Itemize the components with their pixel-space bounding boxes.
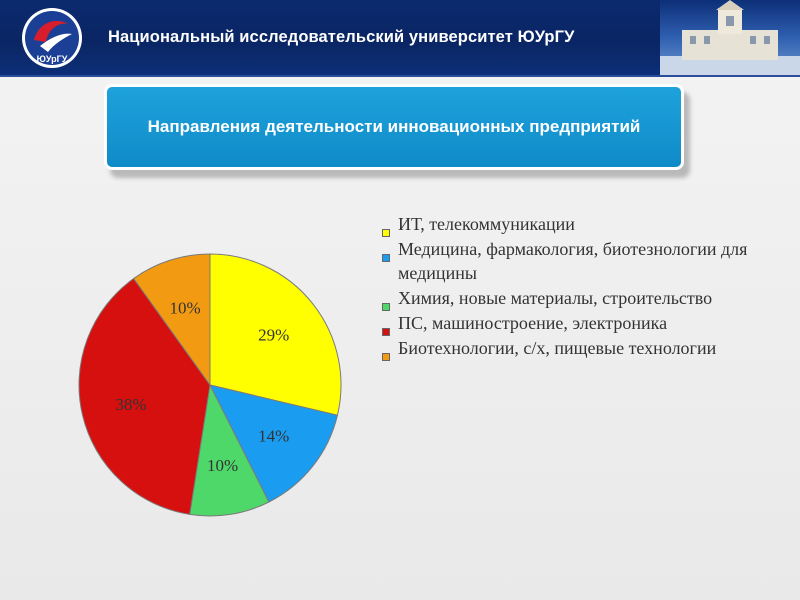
legend-item-2: Медицина, фармакология, биотезнологии дл… — [380, 237, 780, 285]
slice-label-3: 10% — [207, 456, 238, 475]
legend-swatch-2 — [382, 254, 390, 262]
pie-slice-2 — [209, 384, 339, 503]
header-bar: ЮУрГУ Национальный исследовательский уни… — [0, 0, 800, 77]
slice-label-2: 14% — [258, 426, 289, 445]
legend-item-3: Химия, новые материалы, строительство — [380, 286, 780, 311]
title-banner: Направления деятельности инновационных п… — [104, 84, 684, 170]
slice-label-4: 38% — [115, 395, 146, 414]
legend-item-5: Биотехнологии, с/х, пищевые технологии — [380, 336, 780, 361]
legend-label-4: ПС, машиностроение, электроника — [398, 313, 668, 333]
slice-label-5: 10% — [170, 299, 201, 318]
legend-swatch-4 — [382, 328, 390, 336]
legend-swatch-3 — [382, 303, 390, 311]
header-title: Национальный исследовательский университ… — [108, 28, 575, 46]
building-image — [660, 0, 800, 75]
pie-slice-4 — [78, 277, 211, 515]
banner-title: Направления деятельности инновационных п… — [147, 117, 641, 136]
university-logo: ЮУрГУ — [22, 8, 82, 68]
legend-item-4: ПС, машиностроение, электроника — [380, 311, 780, 336]
pie-slice-1 — [209, 253, 342, 416]
chart-legend: ИТ, телекоммуникации Медицина, фармаколог… — [380, 212, 780, 361]
legend-swatch-5 — [382, 353, 390, 361]
legend-label-2: Медицина, фармакология, биотезнологии дл… — [398, 239, 748, 283]
legend-swatch-1 — [382, 229, 390, 237]
legend-label-5: Биотехнологии, с/х, пищевые технологии — [398, 338, 717, 358]
pie-chart: 29% 14% 10% 38% 10% — [78, 253, 342, 517]
pie-slice-3 — [189, 383, 270, 517]
pie-slice-5 — [132, 253, 211, 387]
legend-label-1: ИТ, телекоммуникации — [398, 214, 575, 234]
legend-item-1: ИТ, телекоммуникации — [380, 212, 780, 237]
legend-label-3: Химия, новые материалы, строительство — [398, 288, 713, 308]
slice-label-1: 29% — [258, 326, 289, 345]
logo-text: ЮУрГУ — [37, 54, 68, 64]
